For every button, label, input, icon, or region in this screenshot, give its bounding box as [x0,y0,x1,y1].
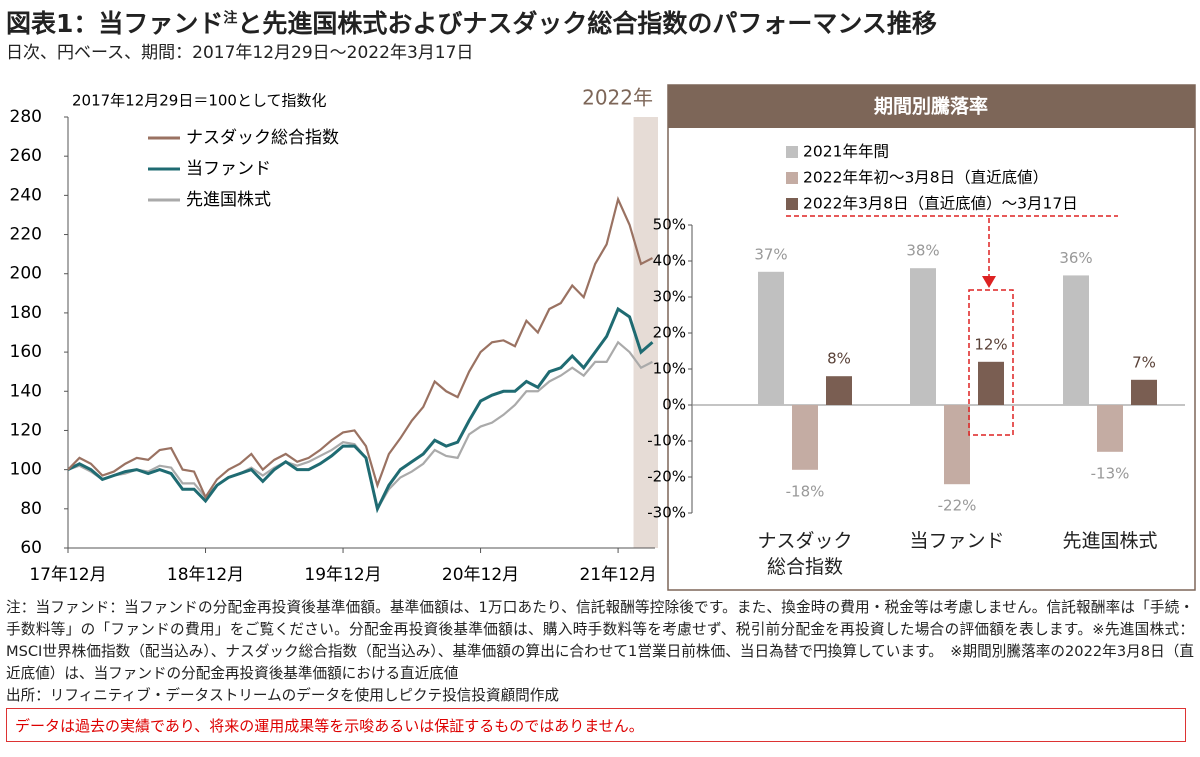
value-label: 8% [827,350,851,368]
y-tick-label: -10% [647,432,686,450]
y-tick-label: 160 [10,342,42,362]
legend-swatch [786,198,798,210]
x-tick-label: 21年12月 [579,565,656,585]
y-tick-label: 10% [653,360,686,378]
highlight-band [633,117,658,548]
value-label: 37% [754,245,787,263]
bar [1063,275,1089,405]
value-label: 36% [1059,249,1092,267]
y-tick-label: 80 [20,499,42,519]
note: 注：当ファンド：当ファンドの分配金再投資後基準価額。基準価額は、1万口あたり、信… [6,599,1194,682]
value-label: -22% [938,497,977,515]
legend-label: 当ファンド [186,159,271,179]
bar [978,361,1004,405]
disclaimer: データは過去の実績であり、将来の運用成果等を示唆あるいは保証するものではありませ… [6,708,1186,742]
annotation: 2017年12月29日＝100として指数化 [72,92,327,110]
y-tick-label: 200 [10,264,42,284]
x-tick-label: 17年12月 [29,565,106,585]
chart-title: 期間別騰落率 [874,95,988,118]
value-label: 12% [974,335,1007,353]
value-label: 7% [1132,353,1156,371]
y-tick-label: 220 [10,225,42,245]
y-tick-label: 260 [10,146,42,166]
legend-label: ナスダック総合指数 [186,128,339,148]
charts: 2022年 2017年12月29日＝100として指数化 60 80 100 120 140 1… [10,84,1196,591]
y-tick-label: 50% [653,216,686,234]
bar [758,271,784,405]
y-tick-label: 120 [10,420,42,440]
x-tick-label: 18年12月 [167,565,244,585]
x-tick-label: ナスダック総合指数 [757,530,853,578]
bar [792,405,818,470]
y-tick-label: 140 [10,381,42,401]
legend-swatch [786,146,798,158]
y-tick-label: 280 [10,107,42,127]
y-tick-label: 240 [10,185,42,205]
subtitle: 日次、円ベース、期間：2017年12月29日～2022年3月17日 [6,43,474,63]
panel-header [668,85,1195,128]
highlight-box [968,289,1014,436]
legend-label: 2022年3月8日（直近底値）～3月17日 [803,195,1078,213]
title-note: 注 [223,10,238,27]
legend-label: 先進国株式 [186,190,271,210]
y-tick-label: 30% [653,288,686,306]
arrow-head [982,276,996,288]
bar [826,376,852,405]
y-tick-label: 100 [10,460,42,480]
y-tick-label: -30% [647,504,686,522]
y-tick-label: 20% [653,324,686,342]
y-tick-label: -20% [647,468,686,486]
y-tick-label: 180 [10,303,42,323]
value-label: 38% [906,242,939,260]
source: 出所：リフィニティブ・データストリームのデータを使用しピクテ投信投資顧問作成 [6,687,559,704]
series-line [67,195,653,500]
bar [1131,379,1157,405]
x-tick-label: 20年12月 [442,565,519,585]
y-tick-label: 40% [653,252,686,270]
value-label: -18% [786,482,825,500]
x-tick-label: 先進国株式 [1062,530,1158,552]
title-text: 図表1：当ファンド [6,9,224,38]
notes: 注：当ファンド：当ファンドの分配金再投資後基準価額。基準価額は、1万口あたり、信… [6,597,1194,707]
legend-label: 2021年年間 [803,143,889,161]
series-line [67,340,653,512]
y-tick-label: 60 [20,538,42,558]
value-label: -13% [1091,464,1130,482]
bar [910,268,936,405]
page-title: 図表1：当ファンド注と先進国株式およびナスダック総合指数のパフォーマンス推移 [6,4,937,40]
y-tick-label: 0% [662,396,686,414]
legend-label: 2022年年初～3月8日（直近底値） [803,169,1048,187]
x-tick-label: 19年12月 [304,565,381,585]
bar [1097,405,1123,452]
series-line [67,306,654,514]
bar [944,405,970,485]
highlight-label: 2022年 [582,86,653,110]
legend-swatch [786,172,798,184]
title-text: と先進国株式およびナスダック総合指数のパフォーマンス推移 [237,9,937,38]
x-tick-label: 当ファンド [909,530,1005,552]
